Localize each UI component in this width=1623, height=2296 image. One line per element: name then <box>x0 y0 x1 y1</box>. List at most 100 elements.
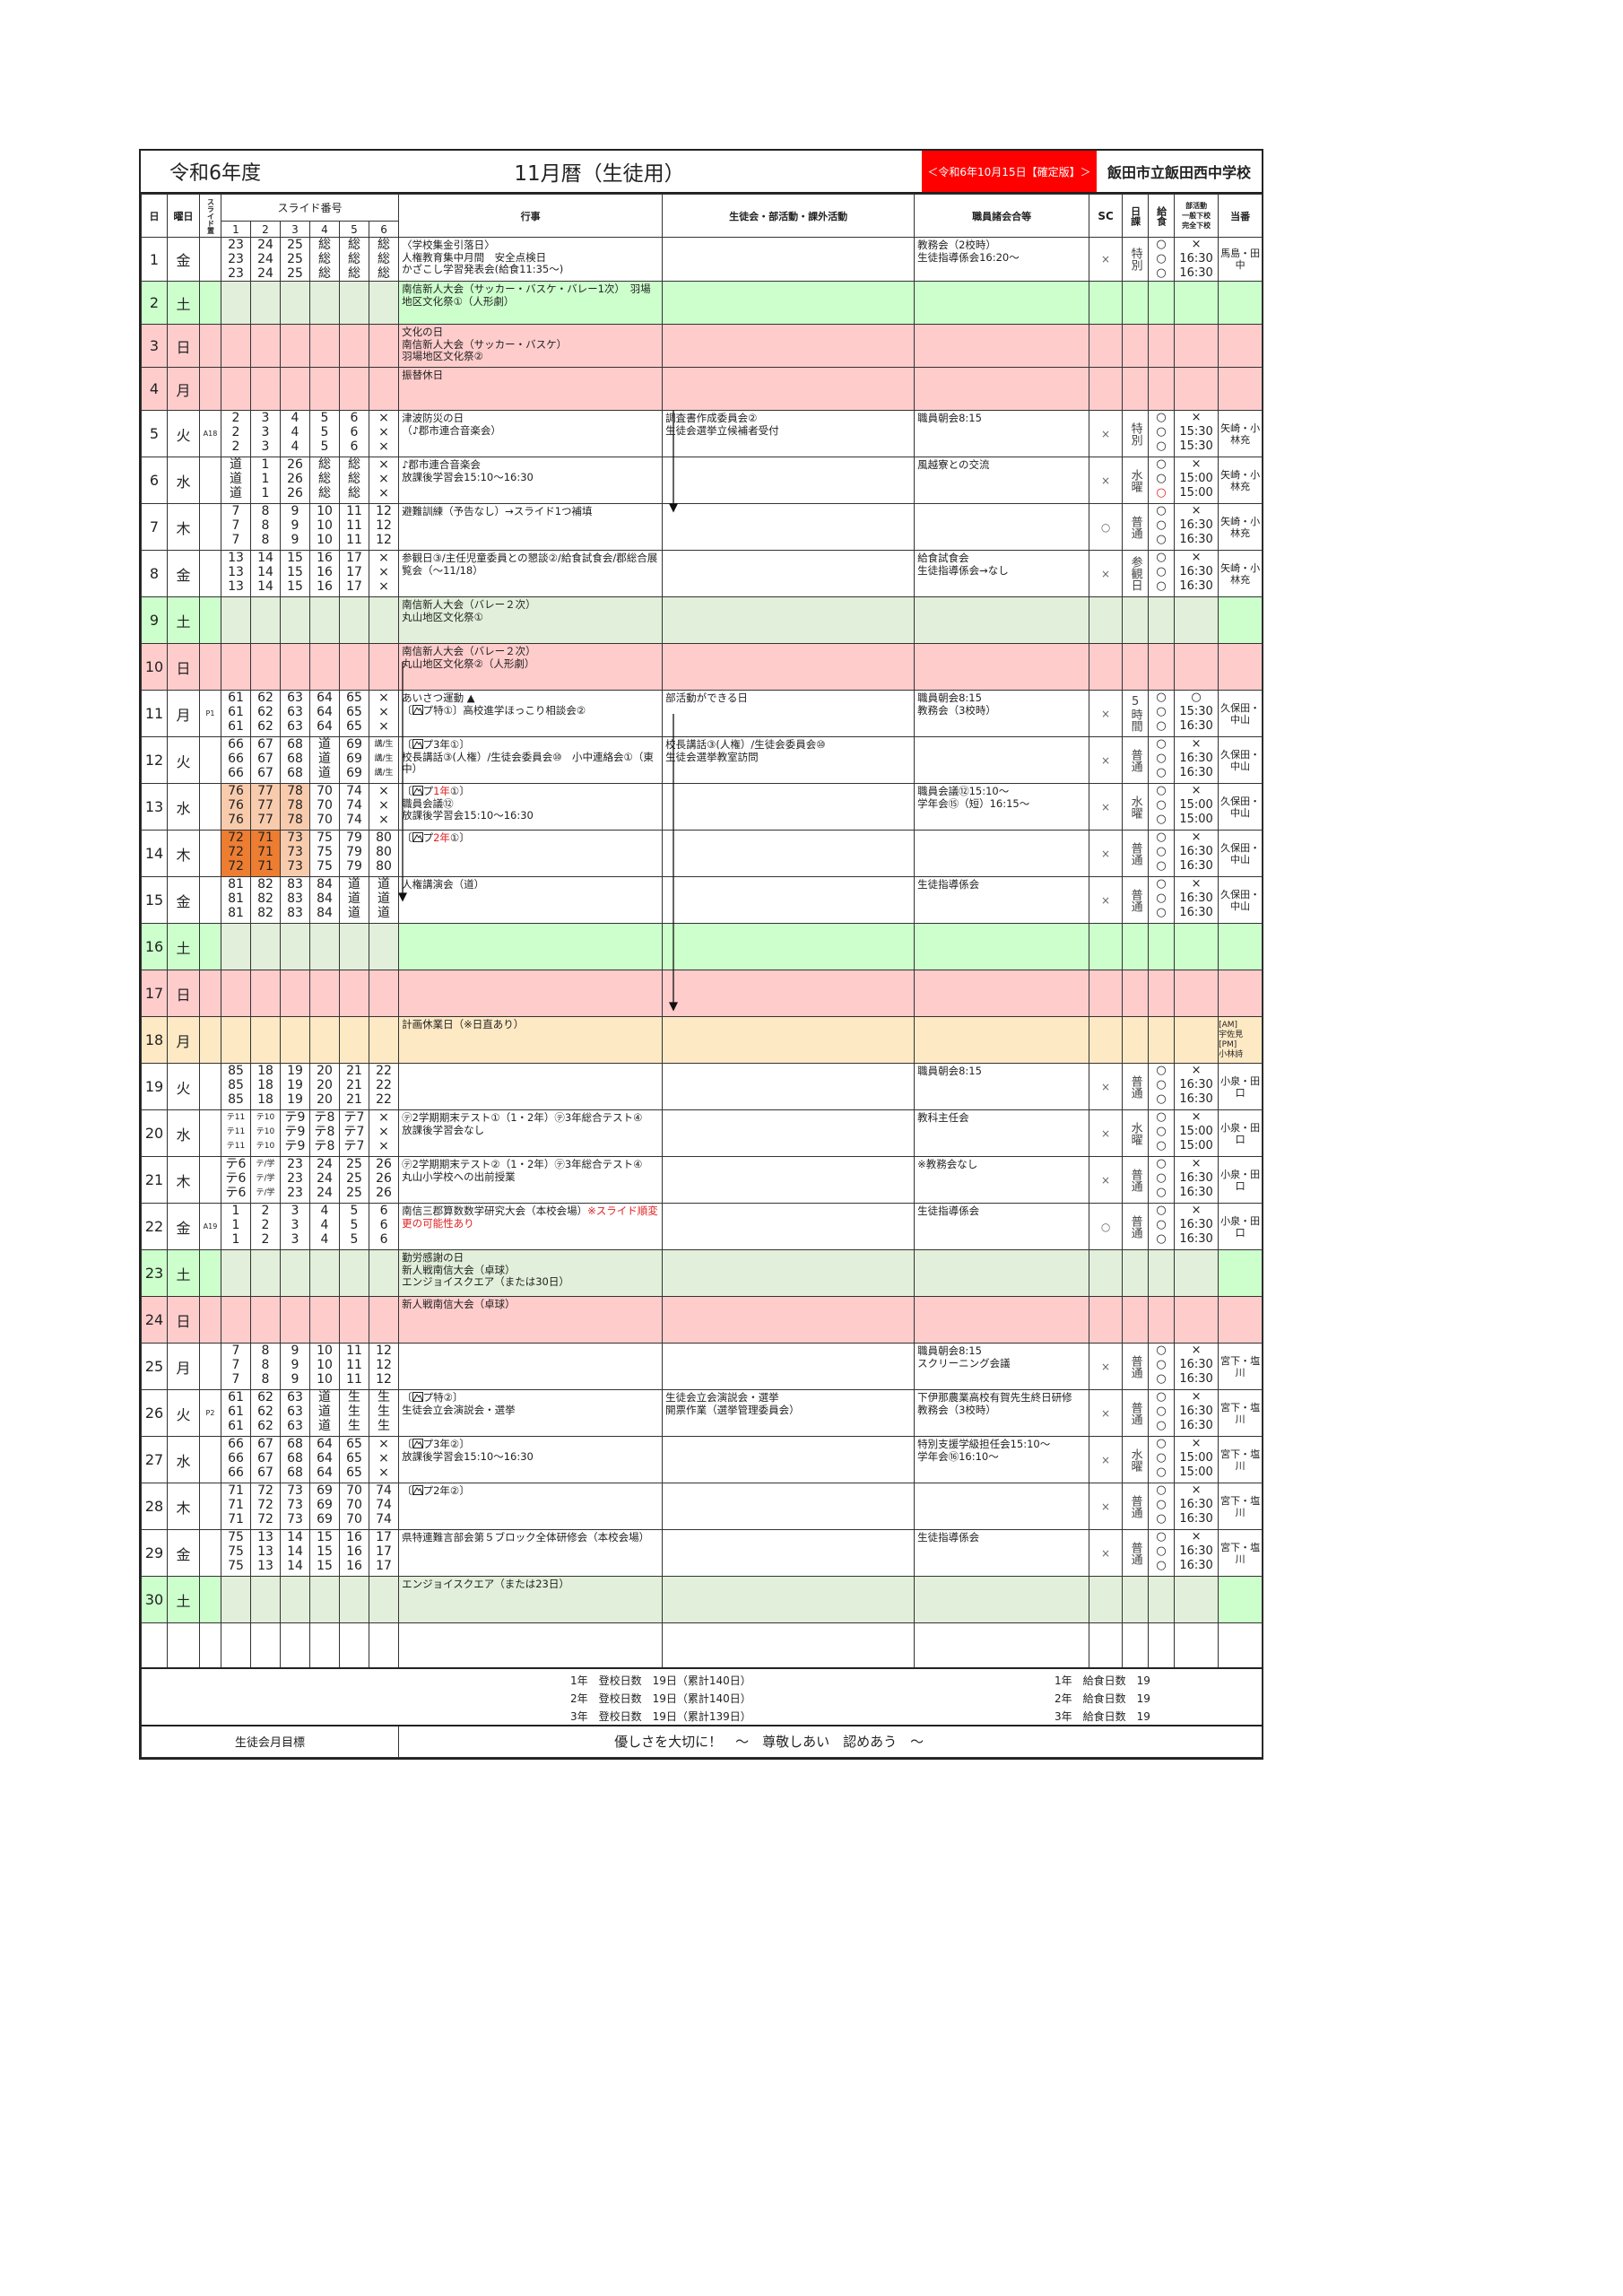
slide-number-cell: 70 70 70 <box>339 1483 369 1530</box>
lunch-mark-line: ○ <box>1156 518 1167 532</box>
slide-number: 65 <box>346 1451 362 1465</box>
slide-number: 9 <box>291 1358 299 1372</box>
day-row: 11 月 P1 61 61 61 62 62 62 63 63 63 64 64 64 65 65 65 × × × あい… <box>141 690 1263 737</box>
student-activity-line: 部活動ができる日 <box>665 691 748 704</box>
student-activities-cell <box>662 1436 916 1483</box>
lunch-mark-line: ○ <box>1156 439 1167 453</box>
event-segment: 〔 <box>402 738 412 751</box>
header-student: 生徒会・部活動・課外活動 <box>662 194 916 238</box>
lunch-mark-line: ○ <box>1156 533 1167 546</box>
slide-number-cell: 26 26 26 <box>368 1156 400 1204</box>
totals-row: 1年 登校日数 19日（累計140日） 2年 登校日数 19日（累計140日） 3年… <box>140 1666 1263 1726</box>
slide-number: 65 <box>346 1437 362 1452</box>
slide-number: 74 <box>346 798 362 813</box>
slide-number-cell: 12 12 12 <box>368 503 400 551</box>
slide-number: 19 <box>287 1092 303 1107</box>
slide-number: テ6 <box>225 1186 247 1200</box>
student-activities-cell <box>662 281 916 325</box>
slide-number-cell <box>221 596 251 644</box>
totals-cell: 1年 登校日数 19日（累計140日） 2年 登校日数 19日（累計140日） 3年… <box>140 1666 1263 1726</box>
dismissal-time-line: 15:00 <box>1179 1451 1213 1465</box>
slide-number: × <box>378 813 389 827</box>
dismissal-time-line: 16:30 <box>1179 1358 1213 1371</box>
staff-meetings-cell <box>914 503 1090 551</box>
empty-cell <box>199 1622 221 1668</box>
slide-number: 16 <box>346 1559 362 1573</box>
event-segment: ①〕 <box>449 785 470 797</box>
lunch-mark-line: ○ <box>1156 1559 1167 1572</box>
slide-number: 講/生 <box>374 740 394 749</box>
staff-meetings-cell: 生徒指導係会 <box>914 1203 1090 1250</box>
weekday: 月 <box>167 1016 200 1064</box>
slide-number: 83 <box>287 906 303 920</box>
slide-number: 65 <box>346 719 362 734</box>
event-line: 南信新人大会（サッカー・バスケ） <box>402 337 568 351</box>
slide-number-cell <box>368 1576 400 1623</box>
slide-number: 15 <box>317 1530 333 1545</box>
slide-number: 73 <box>287 831 303 846</box>
schedule-type: 水曜 <box>1128 795 1142 819</box>
student-activities-cell <box>662 923 916 970</box>
empty-cell <box>1148 1622 1176 1668</box>
slide-number-cell: 14 14 14 <box>280 1529 310 1577</box>
events-cell: 避難訓練（予告なし）→スライド1つ補填 <box>398 503 664 551</box>
dismissal-time-line: × <box>1191 1530 1202 1544</box>
duty-cell: 小泉・田口 <box>1218 1063 1263 1110</box>
dismissal-time-line: 16:30 <box>1179 518 1213 532</box>
dismissal-time-line: × <box>1191 504 1202 518</box>
slide-number-cell: 69 69 69 <box>339 736 369 784</box>
student-activities-cell <box>662 1109 916 1157</box>
dismissal-time-line: × <box>1191 457 1202 472</box>
slide-place <box>199 1109 221 1157</box>
slide-number: 72 <box>257 1512 273 1526</box>
slide-number: 5 <box>320 425 329 439</box>
student-activity-line: 校長講話③(人権）/生徒会委員会⑩ <box>665 738 826 751</box>
event-segment: プ <box>422 785 434 797</box>
weekday: 火 <box>167 1063 200 1110</box>
slide-number-cell <box>250 1576 281 1623</box>
slide-number: 7 <box>231 1344 240 1359</box>
slide-number-cell: 26 26 26 <box>280 457 310 504</box>
event-line: ♪郡市連合音楽会 <box>402 458 481 471</box>
lunch-cell: ○ ○ ○ <box>1148 783 1176 831</box>
lunch-mark-line: ○ <box>1156 906 1167 919</box>
sc-cell <box>1089 1016 1124 1064</box>
lunch-cell: ○ ○ ○ <box>1148 1063 1176 1110</box>
day-row: 13 水 76 76 76 77 77 77 78 78 78 70 70 70 74 74 74 × × × 〔プ1年… <box>141 783 1263 831</box>
slide-number: 26 <box>376 1157 392 1172</box>
slide-number: 64 <box>317 1451 333 1465</box>
event-segment: 南信三郡算数数学研究大会（本校会場） <box>402 1205 588 1217</box>
events-cell: 計画休業日（※日直あり） <box>398 1016 664 1064</box>
slide-number: 18 <box>257 1092 273 1107</box>
sc-cell <box>1089 643 1124 691</box>
lunch-cell <box>1148 596 1176 644</box>
slide-number: 78 <box>287 798 303 813</box>
staff-meeting-line: 教科主任会 <box>917 1111 969 1124</box>
header-lunch-label: 給食 <box>1155 205 1167 226</box>
slide-number-cell <box>309 324 340 368</box>
dismissal-time-line: × <box>1191 1157 1202 1171</box>
event-line: 勤労感謝の日 <box>402 1251 464 1264</box>
staff-meetings-cell: 給食試食会 生徒指導係会→なし <box>914 550 1090 597</box>
duty-cell <box>1218 367 1263 411</box>
duty-cell: 小泉・田口 <box>1218 1109 1263 1157</box>
club-dismissal-cell <box>1174 923 1219 970</box>
staff-meeting-line: 下伊那農業高校有賀先生終日研修 <box>917 1391 1072 1404</box>
slide-number: 80 <box>376 845 392 859</box>
lunch-mark-line: ○ <box>1156 565 1167 578</box>
student-activities-cell <box>662 1156 916 1204</box>
slide-number: 24 <box>257 266 273 281</box>
slide-number-cell <box>309 1296 340 1344</box>
lunch-mark-line: ○ <box>1156 766 1167 779</box>
slide-number: 13 <box>257 1544 273 1559</box>
club-dismissal-cell: × 16:30 16:30 <box>1174 736 1219 784</box>
event-line: ㋢2学期期末テスト②（1・2年）㋢3年総合テスト④ <box>402 1158 643 1170</box>
sc-cell: × <box>1089 1483 1124 1530</box>
slide-number: 24 <box>317 1171 333 1186</box>
day-number: 21 <box>141 1156 168 1204</box>
slide-number: 71 <box>257 831 273 846</box>
